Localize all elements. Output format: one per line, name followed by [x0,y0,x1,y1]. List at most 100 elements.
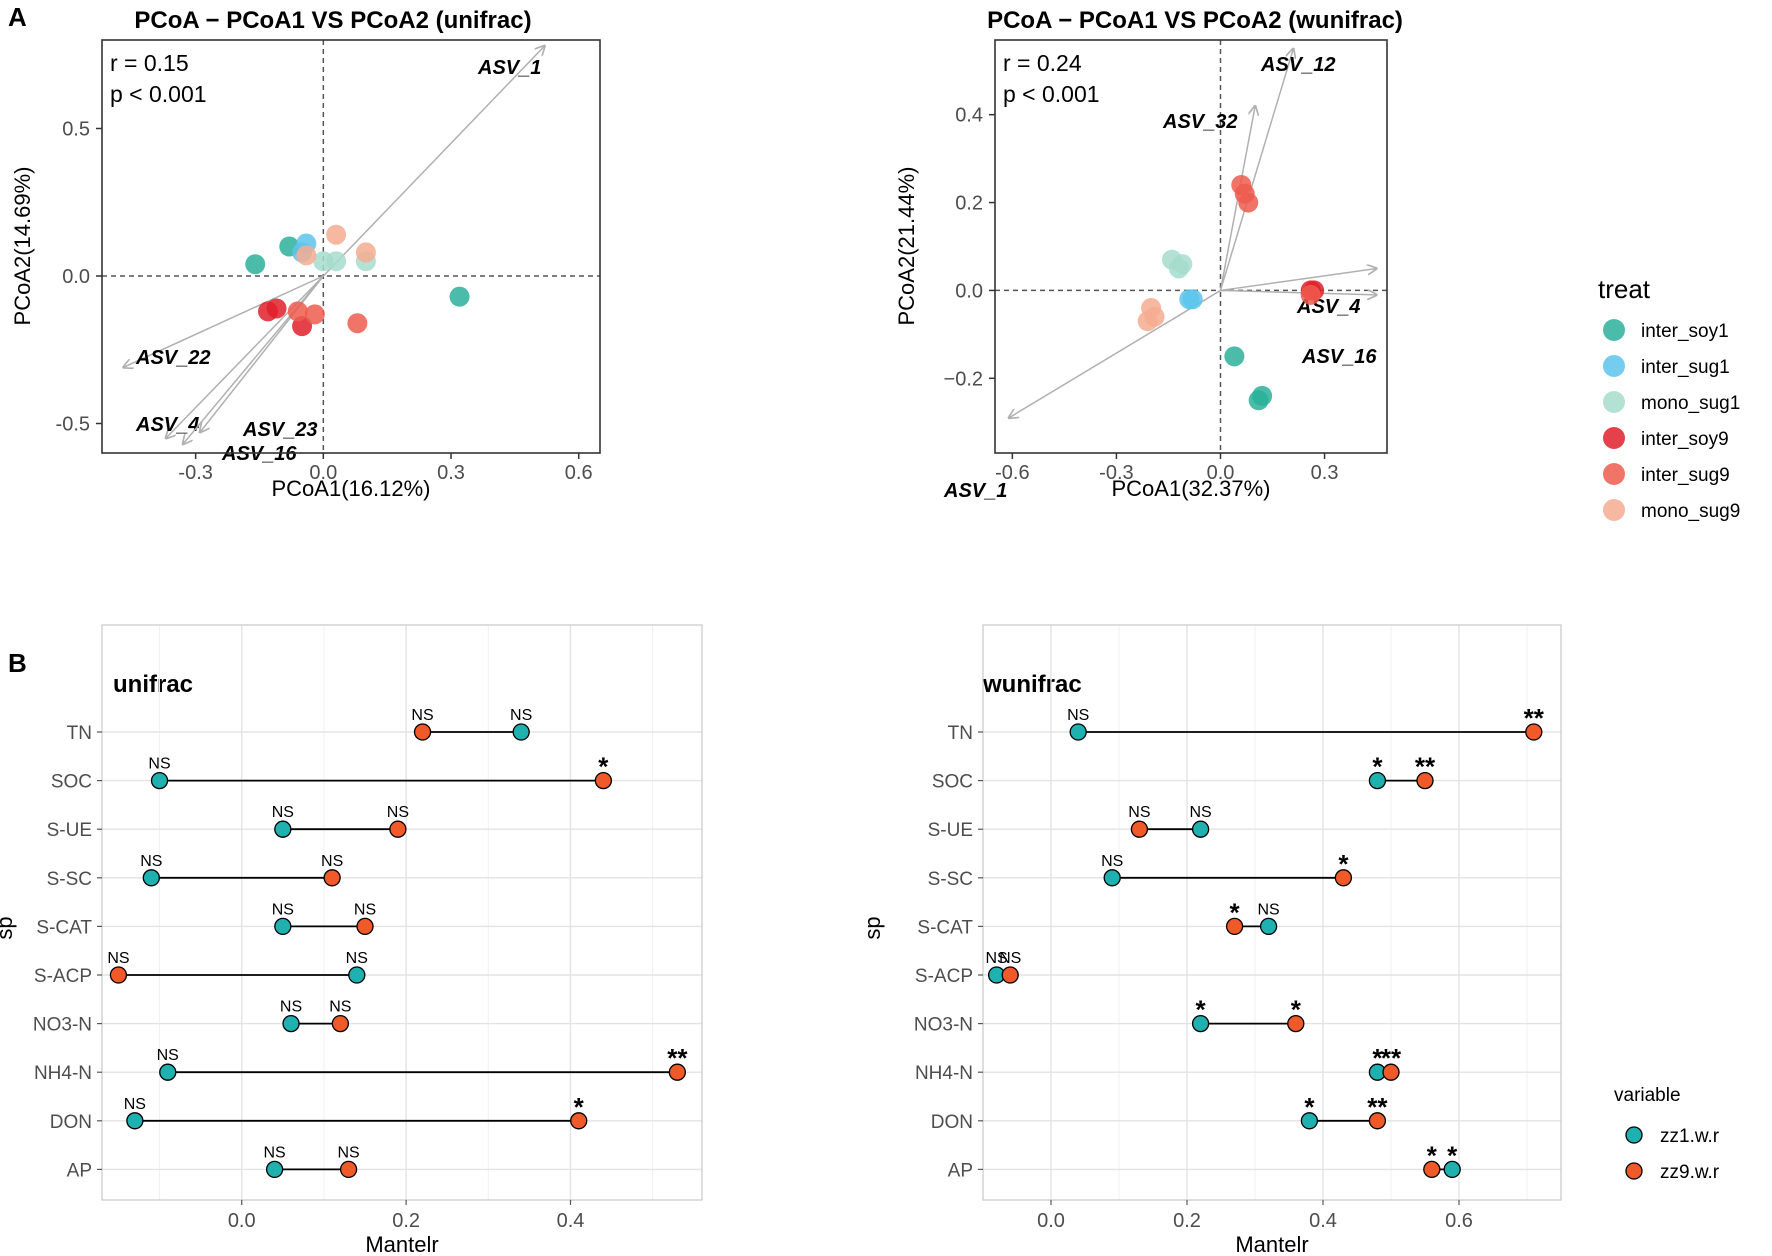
legend-key-zz1 [1625,1126,1643,1144]
point-zz9 [1423,1160,1441,1179]
sig-label-zz1: NS [263,1144,285,1161]
arrow-label-asv-23: ASV_23 [242,419,318,441]
point-zz9 [356,917,374,936]
sig-label-zz9: ** [1381,1043,1402,1073]
point-zz1 [1069,723,1087,741]
sig-label-zz1: NS [157,1047,179,1064]
panel-letter-a: A [8,2,27,32]
sig-label-zz9: NS [411,707,433,724]
loading-arrow-asv-12 [1219,49,1293,291]
sig-label-zz1: NS [272,804,294,821]
x-tick-label: -0.3 [178,462,212,484]
category-label: S-CAT [917,917,973,938]
sig-label-zz9: NS [999,950,1021,967]
sig-label-zz1: NS [272,901,294,918]
stat-r: r = 0.15 [110,50,189,76]
legend-label-zz9: zz9.w.r [1660,1162,1720,1183]
sig-label-zz9: ** [1367,1092,1388,1122]
point-zz1 [348,966,366,984]
stat-p: p < 0.001 [110,81,207,107]
category-label: NH4-N [34,1063,92,1084]
x-tick-label: 0.3 [437,462,465,484]
y-axis-title: sp [860,916,885,939]
point-zz1 [126,1112,144,1130]
plot-frame [982,624,1562,1201]
plot-frame [994,39,1388,454]
chart-title: unifrac [113,671,193,698]
sig-label-zz1: NS [148,756,170,773]
point-inter_sug9 [1300,284,1321,305]
point-zz1 [512,723,530,741]
sig-label-zz9: NS [1128,804,1150,821]
point-zz1 [282,1014,300,1033]
sig-label-zz9: * [598,752,609,782]
sig-label-zz1: * [1447,1140,1458,1170]
sig-label-zz1: * [1372,1043,1383,1073]
x-tick-label: 0.2 [392,1210,420,1232]
point-zz9 [1225,917,1244,936]
sig-label-zz1: NS [1101,853,1123,870]
point-inter_soy9 [266,298,287,319]
point-inter_sug9 [1238,192,1259,213]
sig-label-zz1: NS [346,950,368,967]
sig-label-zz1: NS [1189,804,1211,821]
variable-legend-title: variable [1614,1085,1681,1106]
sig-label-zz9: NS [107,950,129,967]
x-tick-label: 0.4 [1309,1210,1337,1232]
sig-label-zz1: NS [124,1096,146,1113]
point-zz9 [109,966,128,984]
legend-key-zz9 [1625,1162,1643,1180]
point-zz9 [594,771,613,790]
category-label: SOC [932,772,973,793]
chart-title: wunifrac [982,671,1082,698]
legend-label-zz1: zz1.w.r [1660,1126,1720,1147]
legend-key-inter_sug9 [1603,463,1625,485]
sig-label-zz9: * [574,1092,585,1122]
arrow-label-asv-4: ASV_4 [135,414,199,436]
sig-label-zz9: ** [1524,703,1545,733]
x-tick-label: 0.6 [565,462,593,484]
x-tick-label: -0.3 [1099,462,1133,484]
point-zz1 [1443,1160,1461,1179]
point-zz9 [1416,771,1434,790]
point-inter_soy1 [1224,346,1245,367]
arrow-label-asv-1: ASV_1 [477,57,541,79]
sig-label-zz1: * [1196,995,1207,1025]
point-mono_sug9 [355,242,376,263]
sig-label-zz1: NS [140,853,162,870]
point-inter_soy1 [245,254,266,275]
arrow-label-asv-22: ASV_22 [135,347,211,369]
point-zz1 [1259,917,1278,936]
loading-arrow-asv-1 [1009,289,1221,417]
loading-arrow-asv-16 [1220,290,1376,294]
legend-key-mono_sug9 [1603,499,1625,521]
point-zz9 [1287,1014,1305,1033]
stat-r: r = 0.24 [1003,50,1082,76]
sig-label-zz9: * [1427,1140,1438,1170]
point-zz1 [265,1160,284,1179]
category-label: NH4-N [915,1063,973,1084]
treat-legend-title: treat [1598,274,1651,304]
category-label: AP [948,1160,973,1181]
category-label: TN [67,723,92,744]
plot-frame [101,39,601,454]
y-tick-label: -0.5 [56,414,90,436]
point-inter_soy1 [1252,385,1273,406]
legend-label-mono_sug1: mono_sug1 [1641,393,1740,414]
legend-key-inter_soy9 [1603,427,1625,449]
arrow-label-asv-1: ASV_1 [943,480,1007,502]
category-label: S-SC [47,869,92,890]
variable-legend: variable zz1.w.r zz9.w.r [1614,1085,1720,1183]
y-axis-title: PCoA2(14.69%) [10,167,35,326]
sig-label-zz9: * [1291,995,1302,1025]
category-label: DON [50,1112,92,1133]
stat-p: p < 0.001 [1003,81,1100,107]
x-tick-label: 0.0 [228,1210,256,1232]
category-label: TN [948,723,973,744]
point-zz9 [1130,820,1149,838]
category-label: AP [67,1160,92,1181]
sig-label-zz9: NS [337,1144,359,1161]
point-zz9 [413,723,432,741]
